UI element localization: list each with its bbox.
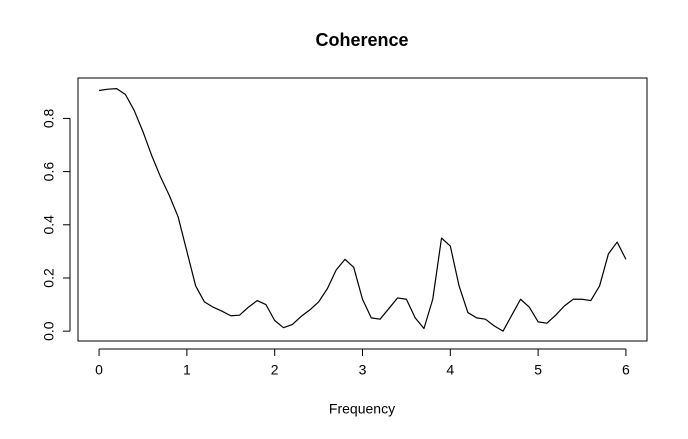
x-tick-label: 6 — [622, 362, 630, 378]
y-tick-label: 0.2 — [41, 268, 57, 288]
x-tick-label: 0 — [95, 362, 103, 378]
y-tick-label: 0.4 — [41, 215, 57, 235]
chart-title: Coherence — [315, 30, 408, 50]
data-line — [98, 88, 627, 332]
y-tick-label: 0.8 — [41, 108, 57, 128]
x-axis-label: Frequency — [329, 401, 395, 417]
x-tick-label: 2 — [271, 362, 279, 378]
plot-frame — [77, 77, 648, 342]
x-tick-label: 1 — [183, 362, 191, 378]
x-tick-label: 3 — [359, 362, 367, 378]
y-tick-label: 0.6 — [41, 162, 57, 182]
y-tick-label: 0.0 — [41, 321, 57, 341]
x-tick-label: 4 — [446, 362, 454, 378]
x-tick-label: 5 — [534, 362, 542, 378]
